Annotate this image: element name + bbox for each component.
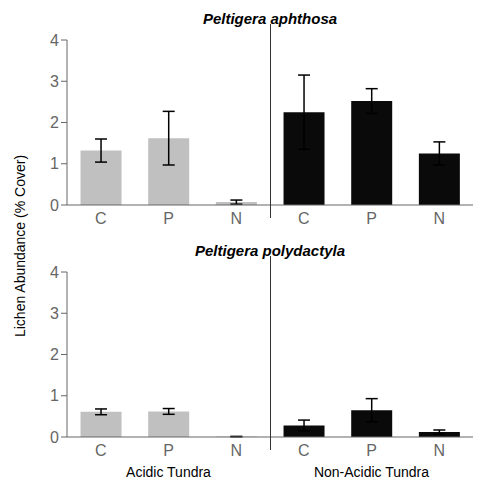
svg-text:C: C <box>298 210 310 227</box>
svg-text:2: 2 <box>50 114 59 131</box>
svg-text:1: 1 <box>50 387 59 404</box>
svg-text:N: N <box>230 442 242 459</box>
svg-text:4: 4 <box>50 32 59 49</box>
svg-text:C: C <box>95 210 107 227</box>
svg-text:1: 1 <box>50 155 59 172</box>
svg-text:4: 4 <box>50 264 59 281</box>
html-text:Acidic Tundra: Acidic Tundra <box>126 464 211 480</box>
html-text:Peltigera aphthosa: Peltigera aphthosa <box>202 10 338 27</box>
svg-text:3: 3 <box>50 73 59 90</box>
svg-text:N: N <box>433 210 445 227</box>
svg-text:P: P <box>366 442 377 459</box>
svg-text:P: P <box>163 442 174 459</box>
svg-text:3: 3 <box>50 305 59 322</box>
html-text:Lichen Abundance (% Cover): Lichen Abundance (% Cover) <box>12 154 28 338</box>
svg-text:N: N <box>230 210 242 227</box>
html-text:Non-Acidic Tundra: Non-Acidic Tundra <box>313 464 430 480</box>
svg-text:C: C <box>298 442 310 459</box>
svg-text:0: 0 <box>50 197 59 214</box>
svg-text:P: P <box>366 210 377 227</box>
svg-text:C: C <box>95 442 107 459</box>
svg-text:N: N <box>433 442 445 459</box>
svg-text:2: 2 <box>50 346 59 363</box>
svg-text:P: P <box>163 210 174 227</box>
html-text:Peltigera polydactyla: Peltigera polydactyla <box>195 242 345 259</box>
svg-text:0: 0 <box>50 429 59 446</box>
